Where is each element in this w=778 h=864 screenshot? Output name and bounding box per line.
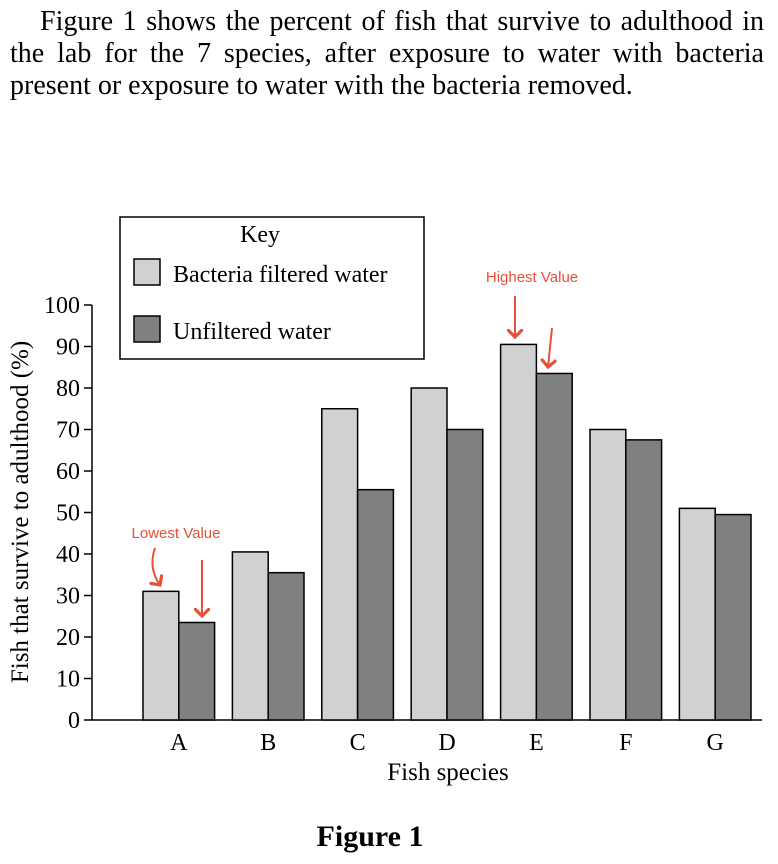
annotation-lowest: Lowest Value	[132, 525, 221, 616]
y-tick-label: 70	[56, 418, 80, 444]
bar-g-filtered	[678, 507, 716, 721]
bars	[142, 343, 752, 721]
y-ticks: 0 10 20 30 40 50 60 70 80 90 100	[44, 293, 92, 734]
y-tick-label: 80	[56, 376, 80, 402]
y-tick-label: 0	[68, 708, 80, 734]
bar-c-unfiltered	[356, 488, 395, 721]
x-tick-label-c: C	[350, 730, 366, 756]
legend-box	[119, 216, 425, 360]
y-tick-label: 60	[56, 459, 80, 485]
y-tick-label: 40	[56, 542, 80, 568]
x-tick-label-e: E	[529, 730, 544, 756]
x-ticks: A B C D E F G	[170, 730, 724, 756]
y-tick-label: 100	[44, 293, 80, 319]
annotation-lowest-arrow-1	[152, 547, 160, 585]
legend-label-filtered: Bacteria filtered water	[173, 262, 388, 288]
legend-title: Key	[240, 222, 280, 248]
legend-swatch-filtered	[133, 258, 161, 286]
legend-swatch-unfiltered	[133, 315, 161, 343]
bar-d-unfiltered	[446, 428, 484, 721]
y-tick-label: 50	[56, 501, 80, 527]
x-tick-label-d: D	[438, 730, 455, 756]
x-tick-label-f: F	[619, 730, 632, 756]
annotation-highest-arrow-2	[548, 327, 552, 367]
bar-f-unfiltered	[625, 439, 663, 721]
bar-f-filtered	[589, 428, 627, 721]
annotation-highest: Highest Value	[486, 269, 578, 367]
legend: Key Bacteria filtered water Unfiltered w…	[119, 216, 425, 360]
y-axis-label: Fish that survive to adulthood (%)	[7, 341, 34, 683]
x-axis-label: Fish species	[387, 759, 509, 786]
bar-a-filtered	[142, 590, 180, 721]
x-tick-label-a: A	[170, 730, 188, 756]
figure-caption: Figure 1	[316, 820, 424, 853]
y-tick-label: 90	[56, 335, 80, 361]
bar-b-unfiltered	[267, 571, 305, 721]
intro-paragraph: Figure 1 shows the percent of fish that …	[10, 6, 764, 101]
bar-e-unfiltered	[535, 372, 573, 721]
bar-e-filtered	[499, 343, 538, 721]
x-tick-label-b: B	[260, 730, 276, 756]
bar-d-filtered	[410, 387, 448, 721]
y-tick-label: 10	[56, 667, 80, 693]
bar-c-filtered	[321, 408, 359, 721]
bar-b-filtered	[231, 551, 269, 721]
bar-a-unfiltered	[178, 621, 216, 721]
y-tick-label: 20	[56, 625, 80, 651]
x-tick-label-g: G	[707, 730, 724, 756]
annotation-lowest-label: Lowest Value	[132, 525, 221, 542]
annotation-highest-label: Highest Value	[486, 269, 578, 286]
legend-label-unfiltered: Unfiltered water	[173, 319, 331, 345]
y-tick-label: 30	[56, 584, 80, 610]
bar-g-unfiltered	[714, 513, 752, 721]
